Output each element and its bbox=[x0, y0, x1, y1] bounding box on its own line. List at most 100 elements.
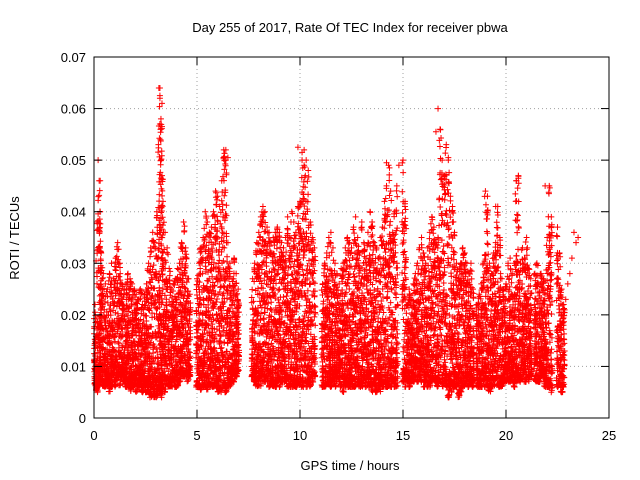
data-point bbox=[133, 291, 140, 298]
data-point bbox=[143, 280, 150, 287]
data-point bbox=[138, 339, 145, 346]
data-point bbox=[98, 330, 105, 337]
data-point bbox=[121, 307, 128, 314]
data-point bbox=[117, 270, 124, 277]
data-point bbox=[127, 275, 134, 282]
data-point bbox=[150, 262, 157, 269]
data-point bbox=[147, 269, 154, 276]
data-point bbox=[113, 253, 120, 260]
data-point bbox=[107, 388, 114, 395]
data-point bbox=[109, 298, 116, 305]
data-point bbox=[99, 303, 106, 310]
data-point bbox=[114, 239, 121, 246]
data-point bbox=[125, 324, 132, 331]
data-point bbox=[124, 270, 131, 277]
data-point bbox=[131, 286, 138, 293]
data-point bbox=[115, 339, 122, 346]
data-point bbox=[140, 306, 147, 313]
data-point bbox=[149, 229, 156, 236]
data-point bbox=[110, 302, 117, 309]
data-point bbox=[111, 277, 118, 284]
data-point bbox=[143, 312, 150, 319]
data-point bbox=[101, 298, 108, 305]
data-point bbox=[108, 260, 115, 267]
data-point bbox=[101, 362, 108, 369]
data-point bbox=[92, 338, 99, 345]
data-point bbox=[146, 305, 153, 312]
data-point bbox=[115, 260, 122, 267]
data-point bbox=[96, 220, 103, 227]
data-point bbox=[113, 290, 120, 297]
data-point bbox=[99, 264, 106, 271]
data-point bbox=[151, 285, 158, 292]
data-point bbox=[130, 288, 137, 295]
data-point bbox=[135, 347, 142, 354]
data-point bbox=[104, 293, 111, 300]
data-point bbox=[95, 197, 102, 204]
data-point bbox=[111, 334, 118, 341]
data-point bbox=[118, 333, 125, 340]
data-point bbox=[98, 249, 105, 256]
data-point bbox=[136, 320, 143, 327]
data-point bbox=[120, 351, 127, 358]
data-point bbox=[96, 243, 103, 250]
data-point bbox=[96, 216, 103, 223]
data-point bbox=[138, 310, 145, 317]
data-point bbox=[99, 275, 106, 282]
data-point bbox=[128, 302, 135, 309]
data-point bbox=[117, 334, 124, 341]
data-point bbox=[106, 270, 113, 277]
data-point bbox=[147, 253, 154, 260]
data-point bbox=[134, 305, 141, 312]
data-point bbox=[146, 342, 153, 349]
data-point bbox=[97, 238, 104, 245]
data-point bbox=[92, 301, 99, 308]
data-point bbox=[130, 338, 137, 345]
data-point bbox=[140, 361, 147, 368]
data-point bbox=[131, 294, 138, 301]
data-point bbox=[97, 257, 104, 264]
data-point bbox=[104, 286, 111, 293]
data-point bbox=[111, 348, 118, 355]
data-point bbox=[148, 248, 155, 255]
data-point bbox=[116, 273, 123, 280]
data-point bbox=[149, 276, 156, 283]
data-point bbox=[145, 260, 152, 267]
data-point bbox=[145, 306, 152, 313]
data-point bbox=[102, 280, 109, 287]
data-point bbox=[96, 192, 103, 199]
data-point bbox=[108, 339, 115, 346]
data-point bbox=[112, 338, 119, 345]
data-points bbox=[91, 85, 582, 401]
data-point bbox=[134, 296, 141, 303]
data-point bbox=[96, 230, 103, 237]
data-point bbox=[143, 288, 150, 295]
data-point bbox=[128, 279, 135, 286]
data-point bbox=[97, 349, 104, 356]
data-point bbox=[112, 309, 119, 316]
data-point bbox=[139, 350, 146, 357]
data-point bbox=[102, 383, 109, 390]
data-point bbox=[98, 267, 105, 274]
data-point bbox=[118, 290, 125, 297]
data-point bbox=[114, 246, 121, 253]
data-point bbox=[137, 295, 144, 302]
data-point bbox=[125, 330, 132, 337]
data-point bbox=[137, 286, 144, 293]
data-point bbox=[116, 260, 123, 267]
data-point bbox=[121, 315, 128, 322]
data-point bbox=[96, 357, 103, 364]
data-point bbox=[149, 266, 156, 273]
data-point bbox=[100, 270, 107, 277]
data-point bbox=[97, 341, 104, 348]
data-point bbox=[96, 187, 103, 194]
data-point bbox=[101, 315, 108, 322]
data-point bbox=[137, 316, 144, 323]
data-point bbox=[100, 326, 107, 333]
data-point bbox=[93, 280, 100, 287]
data-point bbox=[97, 319, 104, 326]
data-point bbox=[107, 281, 114, 288]
data-point bbox=[105, 332, 112, 339]
